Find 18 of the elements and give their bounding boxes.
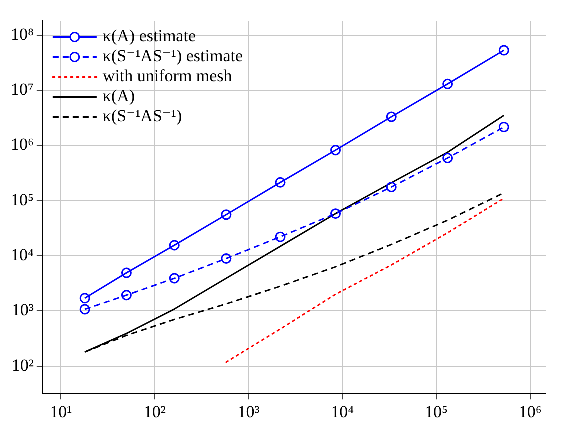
legend-label: κ(A)	[102, 86, 136, 106]
x-tick-label: 10³	[238, 402, 260, 422]
x-tick-label: 10²	[144, 402, 166, 422]
y-tick-label: 10⁸	[10, 24, 34, 44]
x-tick-label: 10⁴	[331, 402, 354, 422]
x-tick-label: 10¹	[50, 402, 72, 422]
y-tick-label: 10⁶	[10, 135, 34, 154]
x-tick-label: 10⁵	[424, 402, 448, 422]
legend-label: with uniform mesh	[102, 66, 233, 86]
legend-label: κ(A) estimate	[102, 26, 196, 46]
y-tick-label: 10⁷	[10, 80, 34, 99]
legend-label: κ(S⁻¹AS⁻¹)	[102, 106, 182, 126]
x-tick-label: 10⁶	[518, 402, 542, 422]
y-tick-label: 10²	[12, 356, 34, 375]
legend-label: κ(S⁻¹AS⁻¹) estimate	[102, 46, 244, 66]
y-tick-label: 10⁵	[10, 190, 34, 210]
y-tick-label: 10³	[12, 300, 34, 320]
y-tick-label: 10⁴	[10, 245, 34, 264]
